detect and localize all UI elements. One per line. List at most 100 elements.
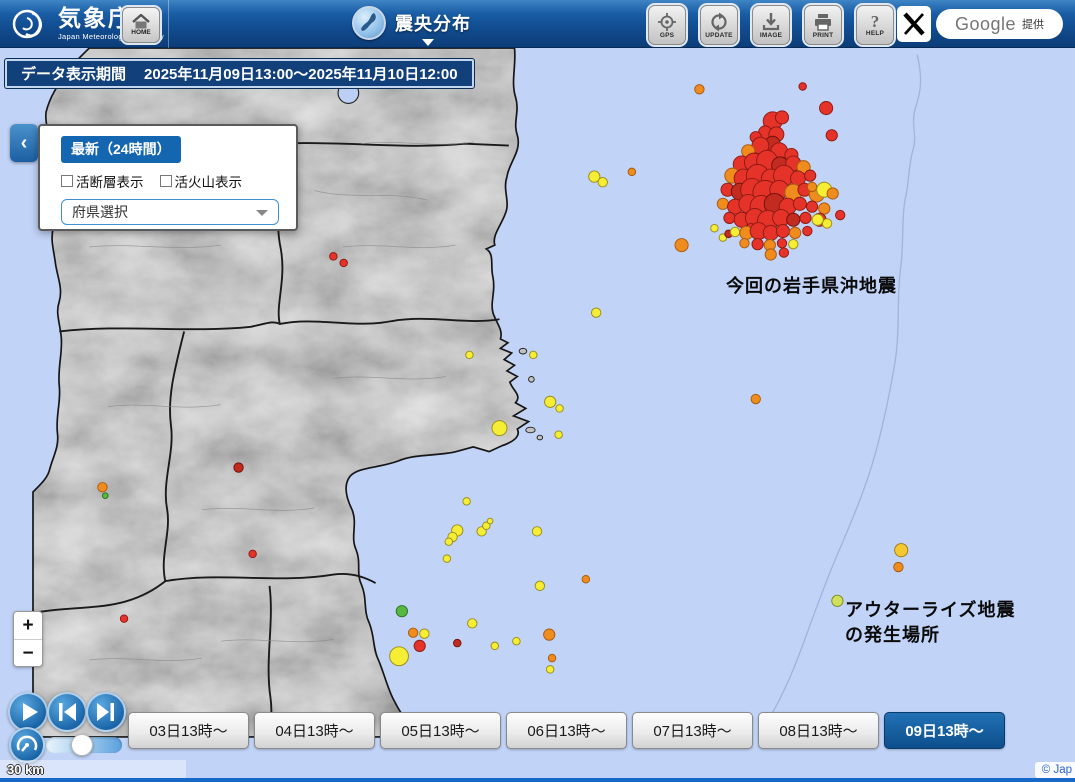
epicenter-dot[interactable]: [581, 575, 591, 584]
epicenter-dot[interactable]: [762, 224, 779, 241]
epicenter-dot[interactable]: [789, 226, 802, 240]
epicenter-dot[interactable]: [716, 197, 729, 210]
epicenter-dot[interactable]: [597, 177, 608, 188]
epicenter-dot[interactable]: [818, 202, 831, 215]
epicenter-dot[interactable]: [792, 196, 807, 211]
zoom-in-button[interactable]: +: [14, 612, 42, 640]
epicenter-dot[interactable]: [442, 554, 452, 563]
page-title-block[interactable]: 震央分布: [352, 6, 471, 46]
epicenter-dot[interactable]: [819, 101, 834, 116]
epicenter-dot[interactable]: [465, 350, 474, 360]
zoom-out-button[interactable]: −: [22, 643, 34, 664]
latest-24h-badge[interactable]: 最新（24時間）: [61, 136, 181, 163]
skip-to-end-button[interactable]: [86, 692, 126, 732]
epicenter-dot[interactable]: [805, 200, 819, 213]
gps-button[interactable]: GPS: [646, 3, 688, 47]
time-button-3[interactable]: 05日13時～: [380, 712, 501, 749]
epicenter-dot[interactable]: [119, 614, 129, 623]
epicenter-dot[interactable]: [395, 605, 408, 618]
epicenter-dot[interactable]: [893, 561, 904, 573]
play-button[interactable]: [8, 692, 48, 732]
x-social-button[interactable]: [897, 6, 931, 42]
epicenter-dot[interactable]: [389, 646, 409, 667]
epicenter-dot[interactable]: [486, 517, 494, 525]
playback-speed-button[interactable]: [9, 727, 45, 763]
epicenter-dot[interactable]: [821, 218, 833, 229]
time-button-2[interactable]: 04日13時～: [254, 712, 375, 749]
checkbox-box[interactable]: [61, 175, 73, 187]
epicenter-dot[interactable]: [419, 628, 430, 639]
epicenter-dot[interactable]: [778, 247, 790, 258]
epicenter-dot[interactable]: [329, 252, 338, 261]
epicenter-dot[interactable]: [775, 223, 790, 239]
epicenter-dot[interactable]: [554, 430, 563, 439]
epicenter-dot[interactable]: [835, 209, 846, 221]
epicenter-dot[interactable]: [694, 84, 705, 95]
epicenter-dot[interactable]: [467, 618, 478, 629]
epicenter-dot[interactable]: [543, 628, 556, 641]
update-button[interactable]: UPDATE: [698, 3, 740, 47]
epicenter-dot[interactable]: [723, 211, 736, 224]
panel-collapse-button[interactable]: ‹: [10, 124, 38, 162]
epicenter-dot[interactable]: [97, 482, 108, 493]
checkbox-box[interactable]: [159, 175, 172, 187]
epicenter-dot[interactable]: [750, 393, 761, 405]
active-fault-checkbox[interactable]: 活断層表示: [61, 171, 144, 191]
active-volcano-checkbox[interactable]: 活火山表示: [159, 171, 242, 191]
epicenter-dot[interactable]: [674, 238, 689, 253]
epicenter-dot[interactable]: [710, 223, 719, 233]
skip-to-start-button[interactable]: [47, 692, 87, 732]
epicenter-dot[interactable]: [233, 462, 244, 473]
epicenter-dot[interactable]: [544, 395, 557, 408]
epicenter-dot[interactable]: [444, 537, 454, 546]
time-button-1[interactable]: 03日13時～: [128, 712, 249, 749]
epicenter-dot[interactable]: [413, 639, 426, 653]
epicenter-dot[interactable]: [339, 258, 348, 268]
epicenter-dots-layer[interactable]: [97, 82, 909, 736]
epicenter-dot[interactable]: [482, 521, 491, 530]
epicenter-dot[interactable]: [776, 238, 788, 249]
epicenter-dot[interactable]: [826, 187, 839, 200]
epicenter-dot[interactable]: [799, 211, 812, 224]
speed-slider-knob[interactable]: [71, 734, 93, 756]
epicenter-dot[interactable]: [811, 213, 824, 226]
image-button[interactable]: IMAGE: [750, 3, 792, 47]
epicenter-dot[interactable]: [545, 665, 555, 674]
epicenter-dot[interactable]: [786, 212, 801, 227]
epicenter-dot[interactable]: [248, 549, 257, 559]
epicenter-dot[interactable]: [788, 239, 799, 250]
epicenter-dot[interactable]: [588, 170, 601, 183]
epicenter-dot[interactable]: [490, 641, 500, 651]
time-button-5[interactable]: 07日13時～: [632, 712, 753, 749]
epicenter-dot[interactable]: [534, 580, 546, 591]
epicenter-dot[interactable]: [806, 181, 818, 193]
prefecture-select-dropdown[interactable]: 府県選択: [61, 199, 279, 225]
epicenter-dot[interactable]: [774, 110, 790, 125]
epicenter-dot[interactable]: [804, 169, 817, 182]
time-button-7[interactable]: 09日13時～: [884, 712, 1005, 749]
epicenter-dot[interactable]: [802, 225, 813, 237]
epicenter-dot[interactable]: [764, 248, 777, 261]
epicenter-dot[interactable]: [101, 492, 109, 500]
epicenter-dot[interactable]: [798, 82, 807, 91]
jma-logo[interactable]: 気象庁 Japan Meteorological Agency: [10, 4, 164, 44]
epicenter-dot[interactable]: [894, 543, 909, 558]
epicenter-dot[interactable]: [407, 627, 419, 638]
epicenter-dot[interactable]: [591, 307, 602, 318]
epicenter-dot[interactable]: [751, 238, 764, 251]
epicenter-dot[interactable]: [555, 404, 564, 413]
epicenter-dot[interactable]: [491, 420, 508, 437]
epicenter-dot[interactable]: [627, 167, 637, 177]
epicenter-dot[interactable]: [462, 497, 471, 506]
time-button-6[interactable]: 08日13時～: [758, 712, 879, 749]
epicenter-dot[interactable]: [531, 526, 543, 537]
epicenter-dot[interactable]: [729, 226, 741, 238]
home-button[interactable]: HOME: [120, 5, 162, 45]
epicenter-dot[interactable]: [739, 238, 750, 249]
epicenter-dot[interactable]: [825, 129, 838, 142]
epicenter-dot[interactable]: [831, 594, 844, 607]
epicenter-dot[interactable]: [547, 653, 557, 663]
epicenter-dot[interactable]: [512, 636, 521, 646]
print-button[interactable]: PRINT: [802, 3, 844, 47]
epicenter-dot[interactable]: [529, 350, 538, 360]
